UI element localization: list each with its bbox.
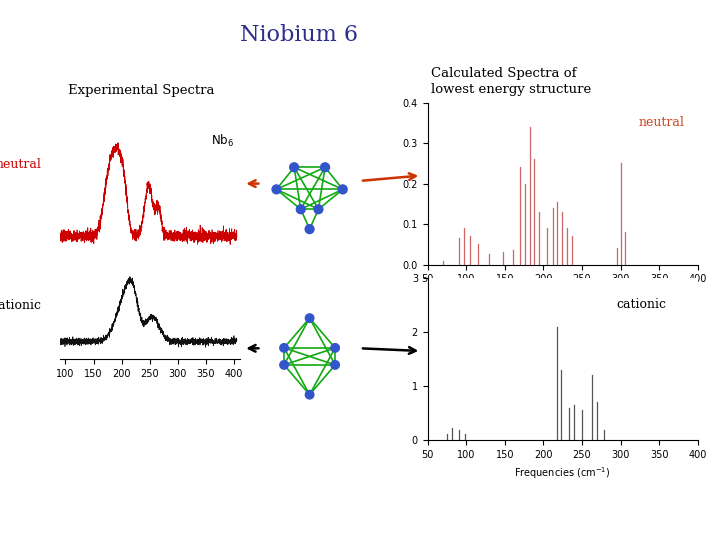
Text: Niobium 6: Niobium 6: [240, 24, 358, 46]
Circle shape: [297, 205, 305, 214]
Circle shape: [320, 163, 330, 172]
Text: Calculated Spectra of
lowest energy structure: Calculated Spectra of lowest energy stru…: [431, 68, 591, 96]
Text: neutral: neutral: [0, 158, 42, 171]
Text: neutral: neutral: [638, 116, 684, 129]
Circle shape: [331, 361, 339, 369]
Circle shape: [305, 225, 314, 233]
Text: Experimental Spectra: Experimental Spectra: [68, 84, 215, 97]
Circle shape: [305, 390, 314, 399]
Circle shape: [289, 163, 299, 172]
Text: cationic: cationic: [616, 298, 667, 310]
Text: Nb$_6$: Nb$_6$: [211, 133, 235, 150]
Circle shape: [305, 314, 314, 322]
Circle shape: [338, 185, 347, 194]
Text: cationic: cationic: [0, 299, 42, 312]
Circle shape: [314, 205, 323, 214]
Circle shape: [272, 185, 281, 194]
X-axis label: Frequencies (cm$^{-1}$): Frequencies (cm$^{-1}$): [515, 465, 611, 481]
Circle shape: [280, 361, 288, 369]
Circle shape: [331, 343, 339, 352]
Circle shape: [280, 343, 288, 352]
